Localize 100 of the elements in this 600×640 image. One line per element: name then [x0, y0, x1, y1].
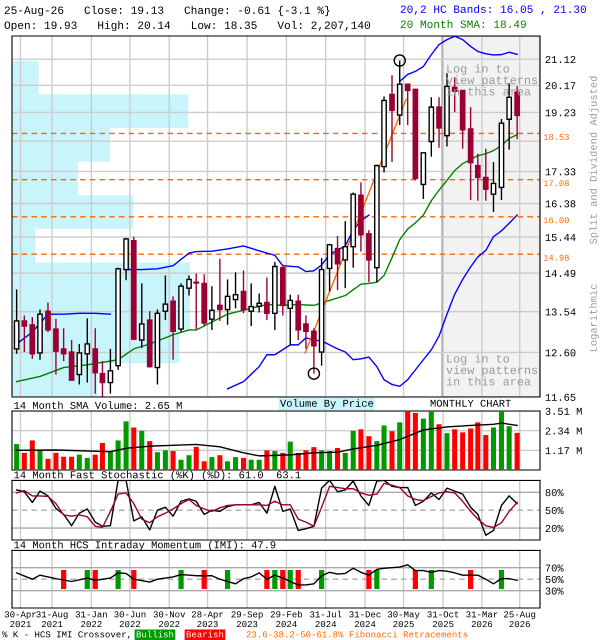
y-tick-label: 70% [546, 564, 564, 572]
candlestick [482, 148, 489, 202]
x-tick-label: 30-May 2025 [388, 611, 420, 628]
text: 20,2 HC Bands: 16.05 , 21.30 [400, 4, 586, 15]
candlestick [256, 292, 262, 314]
bar [428, 411, 434, 470]
candlestick [186, 274, 192, 296]
candlestick [264, 276, 270, 321]
candlestick [342, 220, 348, 289]
bar [69, 456, 74, 470]
x-tick-label: 31-Jul 2024 [310, 610, 342, 628]
chart-title: 14 Month HCS Intraday Momentum (IMI): 47.9 [14, 540, 276, 550]
bar [209, 457, 214, 470]
y-tick-label: 2.34 M [546, 427, 582, 435]
text: 20 Month SMA: 18.49 [400, 20, 526, 28]
annotation: Log in to view patterns in this area [446, 354, 538, 386]
candlestick [248, 282, 254, 327]
line-series [16, 482, 518, 528]
y-tick-label: 13.54 [546, 308, 576, 316]
candlestick [45, 302, 51, 333]
ref-line-label: 18.53 [544, 134, 569, 140]
y-tick-label: 16.38 [546, 200, 576, 208]
candlestick [303, 314, 309, 350]
ref-line-label: 16.00 [544, 217, 569, 224]
bar [483, 435, 488, 470]
x-tick-label: 31-Aug 2021 [36, 611, 68, 628]
text: % K - HCS IMI Crossover, [2, 631, 130, 639]
candlestick [162, 274, 168, 321]
bar [14, 444, 20, 470]
y-tick-label: 12.60 [546, 349, 576, 356]
bar [170, 451, 176, 470]
y-tick-label: 15.44 [546, 234, 576, 241]
candlestick [389, 74, 395, 163]
bar [288, 442, 293, 470]
chart-title: 25-Aug-26 Close: 19.13 Change: -0.61 {-3.1 %} [4, 6, 330, 16]
bar [303, 450, 308, 470]
bar [475, 422, 480, 470]
x-tick-label: 31-Oct 2025 [427, 611, 458, 628]
bar [30, 440, 35, 470]
bar [420, 418, 426, 470]
bar [342, 452, 348, 470]
bar [92, 454, 98, 470]
candlestick [287, 294, 294, 346]
bar [256, 460, 262, 470]
candlestick [474, 153, 481, 202]
y-tick-label: 19.23 [546, 109, 576, 116]
bar [116, 440, 121, 470]
x-tick-label: 30-Nov 2022 [154, 611, 186, 628]
candlestick [60, 328, 66, 362]
text: Bullish [136, 630, 174, 638]
chart-title: 14 Month SMA Volume: 2.65 M [14, 401, 182, 409]
line-series [16, 422, 518, 457]
candlestick [21, 314, 28, 353]
bar [296, 452, 301, 470]
bar [22, 452, 27, 470]
candlestick [193, 272, 200, 330]
bar [350, 430, 356, 470]
candlestick [84, 318, 90, 384]
bar [233, 457, 238, 470]
bar [389, 431, 395, 470]
y-tick-label: 1.17 M [546, 447, 582, 454]
x-tick-label: 30-Jun 2022 [114, 611, 146, 628]
bar [217, 455, 222, 470]
bar [327, 451, 332, 470]
bar [154, 452, 160, 470]
candlestick [138, 282, 145, 349]
bar [264, 450, 270, 470]
bar [194, 446, 199, 470]
bar [147, 441, 152, 470]
ref-line-label: 14.98 [544, 254, 569, 261]
candlestick [217, 258, 223, 322]
candlestick [311, 328, 317, 374]
y-tick-label: 20.17 [546, 82, 576, 90]
y-tick-label: 30% [546, 588, 564, 595]
bar [490, 427, 496, 470]
y-tick-label: 80% [546, 489, 564, 496]
chart-subtitle: Open: 19.93 High: 20.14 Low: 18.35 Vol: 2,207,140 [4, 20, 370, 32]
y-tick-label: 20% [546, 524, 564, 532]
text: MONTHLY CHART [430, 400, 511, 407]
bar [366, 436, 372, 470]
bar [405, 411, 410, 470]
text: 23.6-38.2-50-61.8% Fibonacci Retracements [246, 630, 468, 638]
bar [311, 447, 316, 470]
x-tick-label: 30-Apr 2021 [4, 611, 36, 628]
x-tick-label: 25-Aug 2026 [504, 611, 536, 628]
candlestick [240, 270, 246, 314]
bar [374, 441, 380, 470]
text: Bearish [186, 630, 224, 638]
y-tick-label: 3.51 M [546, 408, 582, 415]
bar [45, 458, 50, 470]
candlestick [334, 235, 340, 291]
bar [280, 452, 286, 470]
x-tick-label: 31-Dec 2024 [349, 611, 381, 628]
bar [358, 429, 364, 470]
bar [53, 452, 58, 470]
bar [100, 442, 105, 470]
bar [84, 458, 90, 470]
y-tick-label: 50% [546, 507, 564, 514]
bar [186, 455, 192, 470]
candlestick [224, 278, 230, 326]
